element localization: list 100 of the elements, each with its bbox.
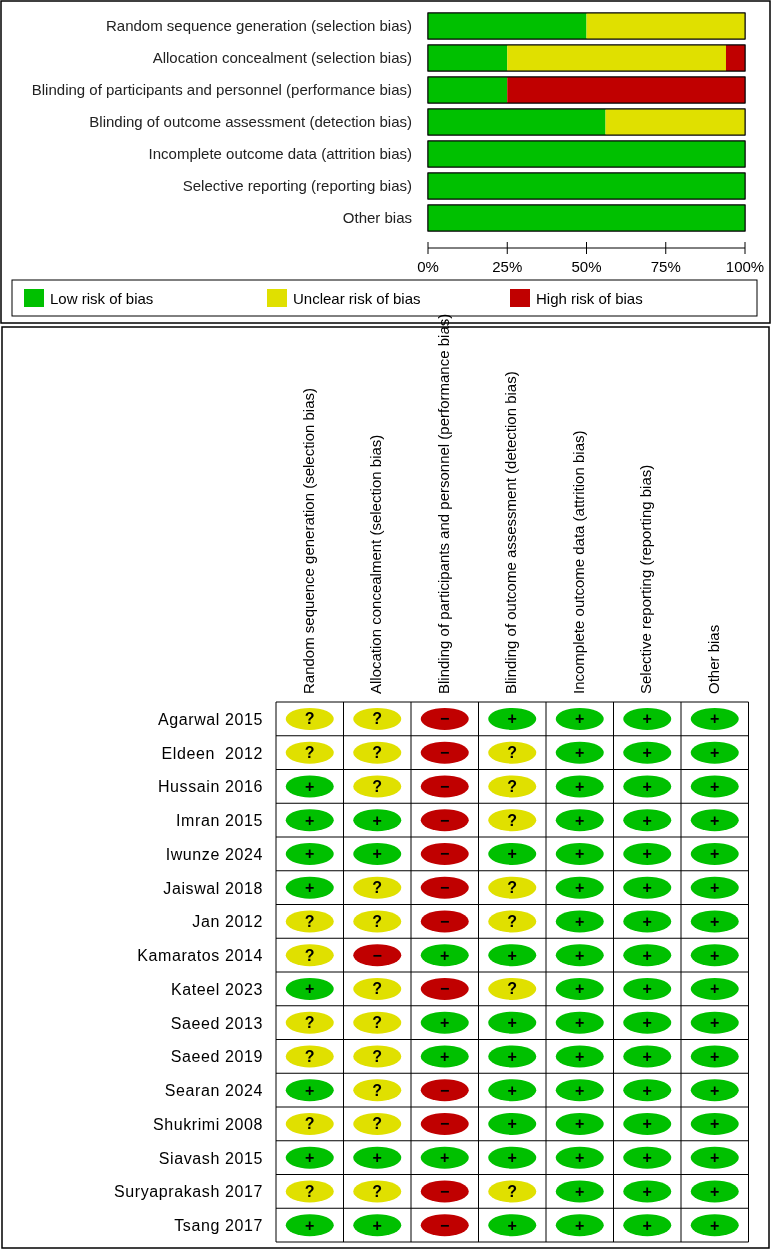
y-tick-label: Blinding of participants and personnel (performance bias) xyxy=(31,81,412,98)
text: ? xyxy=(372,710,383,728)
y-tick-label: Searan 2024 xyxy=(164,1082,263,1100)
text: + xyxy=(575,980,585,998)
y-tick-label: Iwunze 2024 xyxy=(165,845,263,863)
text: + xyxy=(642,1216,652,1234)
text: + xyxy=(710,1081,720,1099)
text: ? xyxy=(372,777,383,795)
text: ? xyxy=(304,710,315,728)
legend-label: High risk of bias xyxy=(536,290,643,307)
text: + xyxy=(305,777,315,795)
text: + xyxy=(642,1081,652,1099)
text: ? xyxy=(372,1115,383,1133)
text: − xyxy=(440,777,450,795)
text: + xyxy=(642,811,652,829)
y-tick-label: Incomplete outcome data (attrition bias) xyxy=(148,145,412,162)
y-tick-label: Siavash 2015 xyxy=(158,1149,263,1167)
text: + xyxy=(440,1014,450,1032)
bar xyxy=(428,77,508,103)
bar xyxy=(507,77,745,103)
text: + xyxy=(305,1216,315,1234)
text: ? xyxy=(507,912,518,930)
text: − xyxy=(440,1115,450,1133)
text: ? xyxy=(304,1182,315,1200)
text: + xyxy=(305,1081,315,1099)
y-tick-label: Kamaratos 2014 xyxy=(137,947,263,965)
text: + xyxy=(507,1216,517,1234)
text: + xyxy=(305,845,315,863)
text: ? xyxy=(304,1047,315,1065)
text: + xyxy=(507,1014,517,1032)
text: + xyxy=(440,946,450,964)
x-tick-label: 25% xyxy=(492,258,523,275)
text: ? xyxy=(372,744,383,762)
text: + xyxy=(575,1047,585,1065)
text: + xyxy=(642,879,652,897)
text: ? xyxy=(372,912,383,930)
bar xyxy=(428,109,606,135)
text: + xyxy=(642,1014,652,1032)
y-tick-label: Allocation concealment (selection bias) xyxy=(152,49,412,66)
text: − xyxy=(440,1216,450,1234)
text: + xyxy=(305,811,315,829)
y-tick-label: Random sequence generation (selection bias) xyxy=(105,17,412,34)
text: + xyxy=(575,1216,585,1234)
text: ? xyxy=(304,744,315,762)
text: − xyxy=(440,879,450,897)
x-tick-label: Selective reporting (reporting bias) xyxy=(637,464,655,694)
x-tick-label: 50% xyxy=(571,258,602,275)
text: + xyxy=(507,946,517,964)
legend-label: Unclear risk of bias xyxy=(293,290,421,307)
text: + xyxy=(575,811,585,829)
text: ? xyxy=(507,744,518,762)
x-tick-label: 75% xyxy=(650,258,681,275)
text: − xyxy=(440,912,450,930)
text: ? xyxy=(507,879,518,897)
text: + xyxy=(575,946,585,964)
text: + xyxy=(575,879,585,897)
text: + xyxy=(372,1216,382,1234)
text: + xyxy=(710,845,720,863)
y-tick-label: Saeed 2019 xyxy=(170,1048,263,1066)
text: + xyxy=(710,777,720,795)
legend-label: Low risk of bias xyxy=(50,290,154,307)
text: ? xyxy=(304,946,315,964)
text: + xyxy=(440,1047,450,1065)
bar xyxy=(507,45,726,71)
text: + xyxy=(305,980,315,998)
text: + xyxy=(372,1149,382,1167)
text: − xyxy=(440,710,450,728)
text: + xyxy=(507,1149,517,1167)
text: − xyxy=(440,811,450,829)
text: ? xyxy=(507,777,518,795)
text: ? xyxy=(304,1115,315,1133)
y-tick-label: Eldeen 2012 xyxy=(161,744,263,762)
text: + xyxy=(642,1047,652,1065)
y-tick-label: Shukrimi 2008 xyxy=(152,1115,263,1133)
y-tick-label: Tsang 2017 xyxy=(174,1217,263,1235)
text: ? xyxy=(372,1047,383,1065)
text: + xyxy=(710,1149,720,1167)
text: + xyxy=(575,1182,585,1200)
text: − xyxy=(440,744,450,762)
text: + xyxy=(642,845,652,863)
text: ? xyxy=(304,912,315,930)
text: − xyxy=(440,980,450,998)
text: + xyxy=(710,912,720,930)
text: ? xyxy=(507,1182,518,1200)
text: − xyxy=(440,1081,450,1099)
bar xyxy=(586,13,745,39)
text: + xyxy=(642,710,652,728)
y-tick-label: Imran 2015 xyxy=(176,812,263,830)
text: + xyxy=(642,777,652,795)
text: + xyxy=(710,710,720,728)
text: + xyxy=(710,1115,720,1133)
text: + xyxy=(642,946,652,964)
text: + xyxy=(575,777,585,795)
text: + xyxy=(575,744,585,762)
y-tick-label: Blinding of outcome assessment (detection bias) xyxy=(89,113,412,130)
text: + xyxy=(575,710,585,728)
text: + xyxy=(710,1216,720,1234)
text: + xyxy=(710,879,720,897)
y-tick-label: Selective reporting (reporting bias) xyxy=(182,177,412,194)
text: + xyxy=(372,811,382,829)
